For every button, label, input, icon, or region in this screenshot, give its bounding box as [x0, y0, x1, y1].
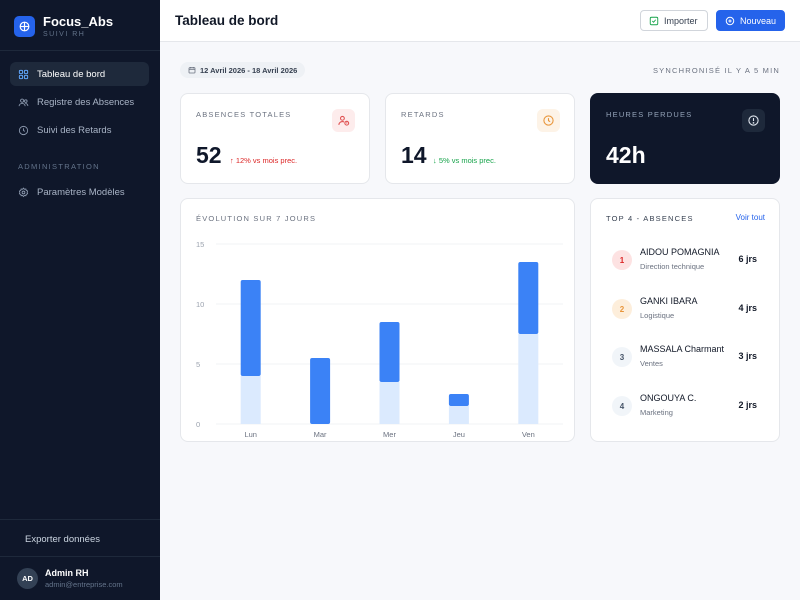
calendar-icon	[188, 67, 196, 74]
date-range-label: 12 Avril 2026 - 18 Avril 2026	[200, 65, 298, 75]
import-icon	[649, 16, 659, 25]
divider	[0, 50, 160, 51]
import-button[interactable]: Importer	[640, 10, 708, 31]
stat-change: ↑ 12% vs mois prec.	[230, 156, 298, 165]
absence-days: 2 jrs	[738, 400, 757, 410]
divider	[0, 519, 160, 520]
employee-name: ONGOUYA C.	[640, 393, 697, 403]
list-item[interactable]: 1 AIDOU POMAGNIA Direction technique 6 j…	[612, 245, 766, 275]
header: Tableau de bord Importer Nouveau	[160, 0, 800, 42]
employee-department: Marketing	[640, 408, 673, 417]
sidebar-item-retards[interactable]: Suivi des Retards	[10, 118, 149, 142]
divider	[0, 556, 160, 557]
bar-segment	[518, 262, 539, 334]
list-item[interactable]: 2 GANKI IBARA Logistique 4 jrs	[612, 294, 766, 324]
sync-status: SYNCHRONISÉ IL Y A 5 MIN	[652, 66, 780, 75]
y-tick-label: 15	[196, 240, 204, 249]
list-item[interactable]: 4 ONGOUYA C. Marketing 2 jrs	[612, 391, 766, 421]
list-item[interactable]: 3 MASSALA Charmant Ventes 3 jrs	[612, 342, 766, 372]
sidebar-item-label: Tableau de bord	[37, 68, 106, 80]
brand-subtitle: SUIVI RH	[43, 31, 86, 38]
brand[interactable]: Focus_Abs SUIVI RH	[14, 14, 113, 38]
x-tick-label: Ven	[522, 430, 535, 439]
stat-label: ABSENCES TOTALES	[196, 110, 292, 119]
y-tick-label: 0	[196, 420, 200, 429]
stat-value: 52	[196, 142, 222, 168]
sidebar-item-label: Registre des Absences	[37, 96, 135, 108]
top-absences-title: TOP 4 - ABSENCES	[606, 214, 694, 223]
new-button[interactable]: Nouveau	[716, 10, 785, 31]
stat-value: 42h	[606, 142, 646, 168]
stat-card-absences: ABSENCES TOTALES 52 ↑ 12% vs mois prec.	[180, 93, 370, 184]
rank-badge: 3	[612, 347, 632, 367]
y-tick-label: 5	[196, 360, 200, 369]
bar-chart: 0 5 10 15 Lun Mar Mer Jeu Ven	[196, 240, 563, 439]
bar-segment	[518, 334, 539, 424]
employee-department: Logistique	[640, 311, 675, 320]
x-tick-label: Mar	[314, 430, 327, 439]
clock-icon	[537, 109, 560, 132]
stat-value: 14	[401, 142, 427, 168]
page-title: Tableau de bord	[175, 13, 279, 28]
avatar: AD	[17, 568, 38, 589]
bar-segment	[448, 394, 469, 406]
user-name: Admin RH	[45, 568, 89, 578]
absence-days: 3 jrs	[738, 351, 757, 361]
sidebar-item-absences[interactable]: Registre des Absences	[10, 90, 149, 114]
bar-segment	[379, 382, 400, 424]
sidebar-item-label: Suivi des Retards	[37, 124, 112, 136]
rank-badge: 1	[612, 250, 632, 270]
chart-title: ÉVOLUTION SUR 7 JOURS	[196, 214, 317, 223]
absence-days: 4 jrs	[738, 303, 757, 313]
brand-logo-icon	[14, 15, 35, 37]
x-tick-label: Mer	[383, 430, 396, 439]
employee-department: Direction technique	[640, 262, 705, 271]
employee-name: AIDOU POMAGNIA	[640, 247, 720, 257]
bar-segment	[240, 376, 261, 424]
sidebar-item-parametres[interactable]: Paramètres Modèles	[10, 180, 149, 204]
stat-card-heures-perdues: HEURES PERDUES 42h	[590, 93, 780, 184]
sidebar-item-label: Paramètres Modèles	[37, 186, 125, 198]
users-icon	[18, 98, 29, 106]
stat-label: HEURES PERDUES	[606, 110, 693, 119]
x-tick-label: Lun	[244, 430, 257, 439]
employee-department: Ventes	[640, 359, 663, 368]
stat-label: RETARDS	[401, 110, 445, 119]
export-data-button[interactable]: Exporter données	[25, 534, 100, 545]
plus-circle-icon	[725, 16, 735, 25]
user-profile[interactable]: AD Admin RH admin@entreprise.com	[17, 568, 123, 589]
bar-segment	[379, 322, 400, 382]
alert-circle-icon	[742, 109, 765, 132]
date-range-picker[interactable]: 12 Avril 2026 - 18 Avril 2026	[180, 62, 306, 78]
x-tick-label: Jeu	[453, 430, 465, 439]
sidebar: Focus_Abs SUIVI RH Tableau de bord Regis…	[0, 0, 160, 600]
absence-days: 6 jrs	[738, 254, 757, 264]
top-absences-card: TOP 4 - ABSENCES Voir tout 1 AIDOU POMAG…	[590, 198, 780, 442]
rank-badge: 4	[612, 396, 632, 416]
clock-icon	[18, 125, 29, 135]
import-label: Importer	[664, 15, 698, 26]
user-email: admin@entreprise.com	[45, 580, 123, 589]
section-label: ADMINISTRATION	[18, 162, 100, 171]
see-all-link[interactable]: Voir tout	[735, 213, 765, 222]
bar-segment	[240, 280, 261, 376]
gear-icon	[18, 186, 29, 197]
employee-name: GANKI IBARA	[640, 296, 698, 306]
brand-name: Focus_Abs	[43, 14, 114, 29]
employee-name: MASSALA Charmant	[640, 344, 725, 354]
new-label: Nouveau	[739, 15, 776, 26]
rank-badge: 2	[612, 299, 632, 319]
y-tick-label: 10	[196, 300, 204, 309]
grid-icon	[18, 69, 29, 79]
bar-segment	[310, 358, 331, 424]
chart-card: ÉVOLUTION SUR 7 JOURS 0 5 10 15 Lun Mar Mer Jeu…	[180, 198, 575, 442]
user-alert-icon	[332, 109, 355, 132]
stat-card-retards: RETARDS 14 ↓ 5% vs mois prec.	[385, 93, 575, 184]
bar-segment	[448, 406, 469, 424]
stat-change: ↓ 5% vs mois prec.	[433, 156, 496, 165]
sidebar-item-dashboard[interactable]: Tableau de bord	[10, 62, 149, 86]
